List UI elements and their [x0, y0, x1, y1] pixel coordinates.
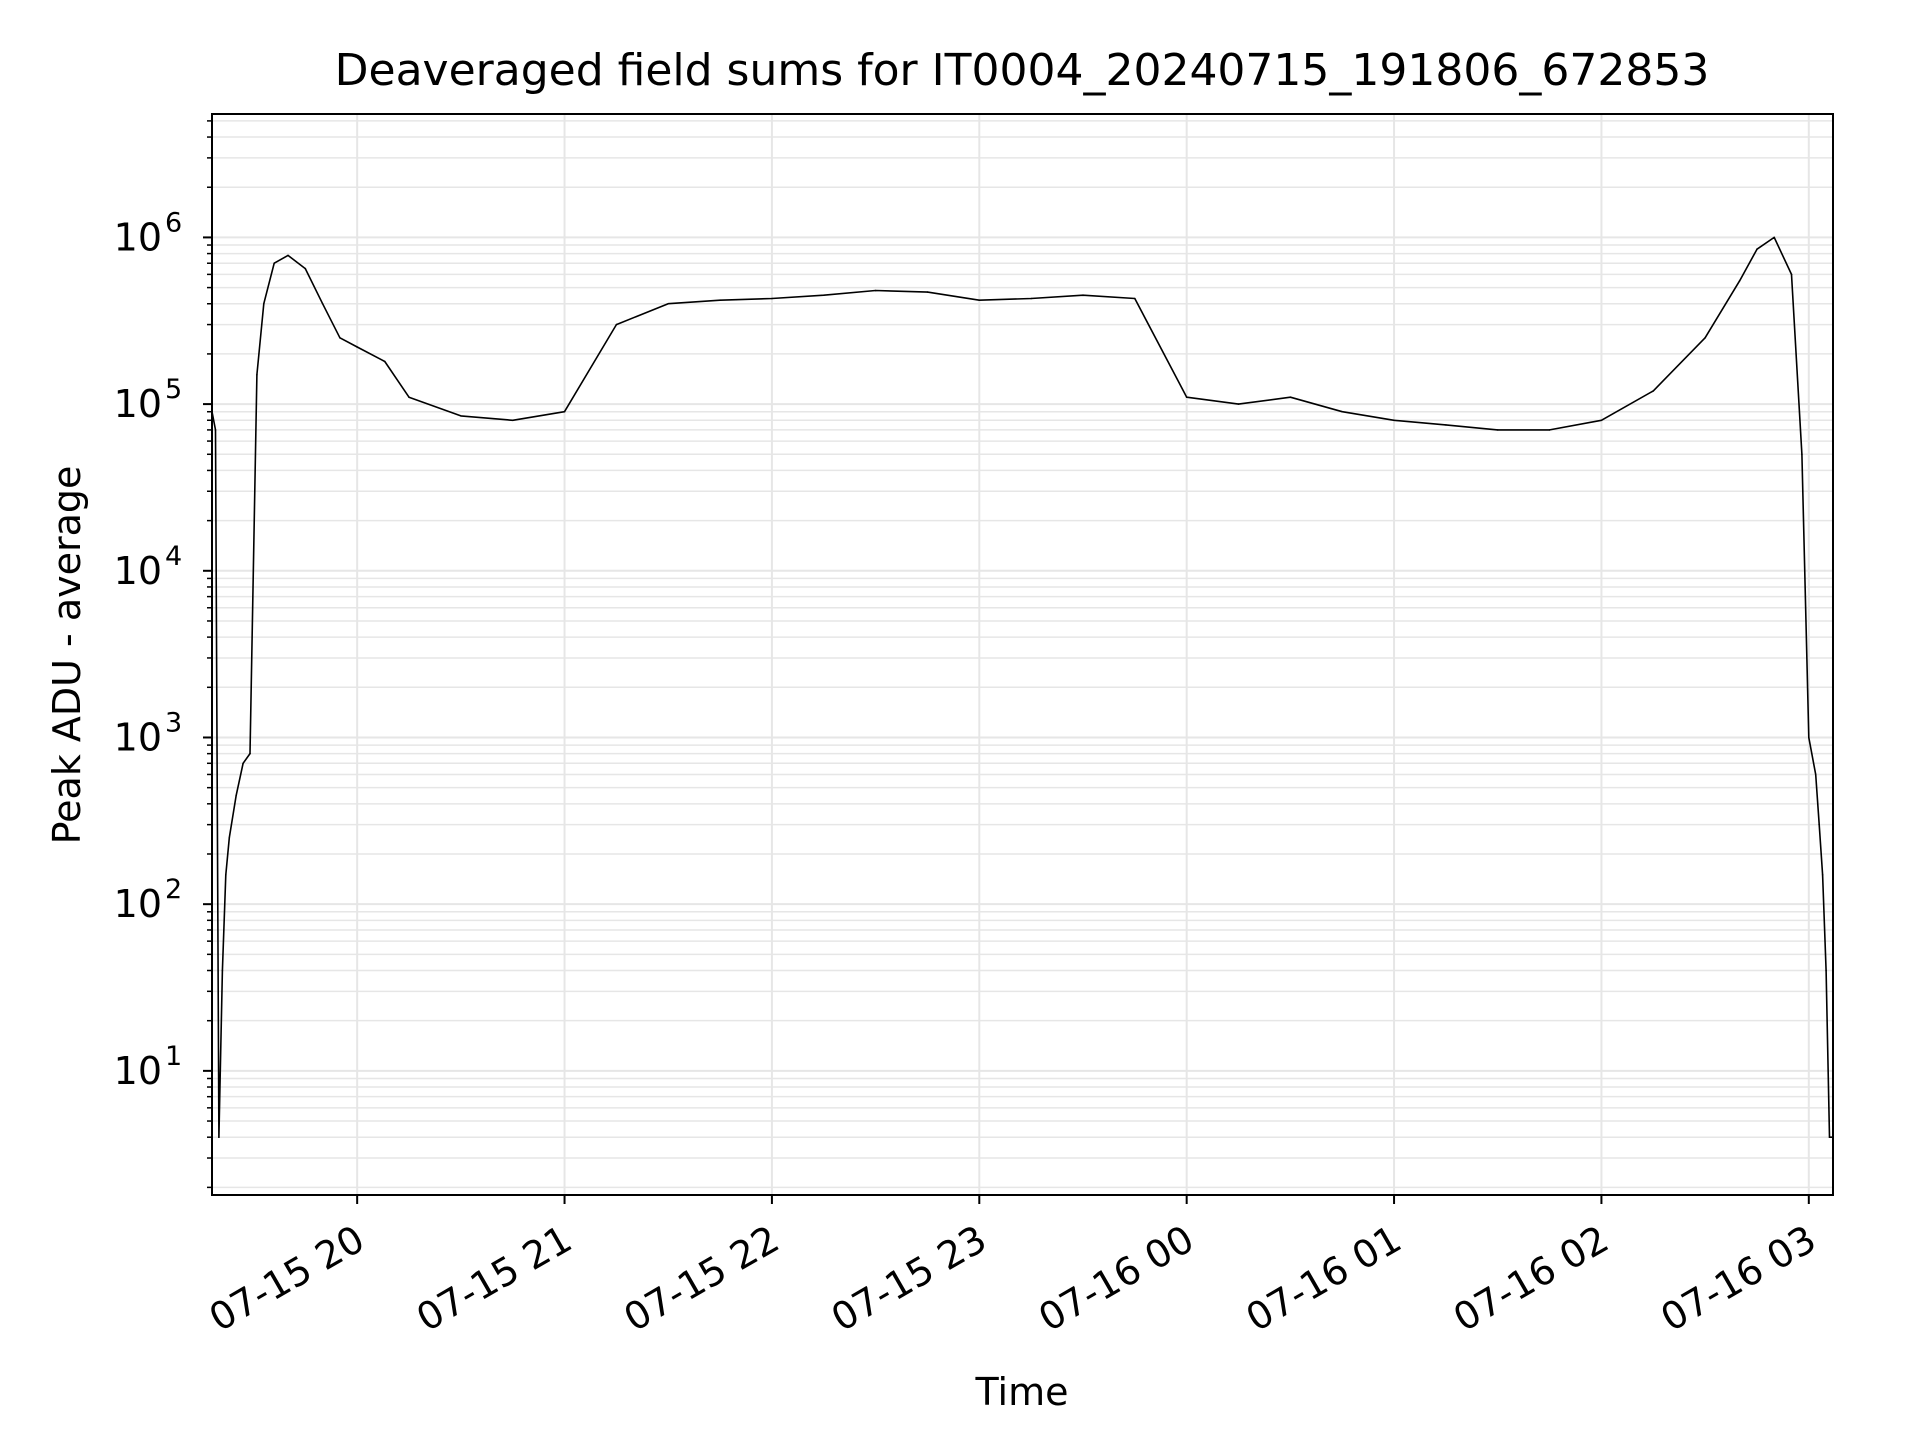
- data-point: [218, 1136, 220, 1138]
- data-point: [1814, 773, 1817, 776]
- data-point: [1185, 396, 1188, 399]
- y-tick-label: 10: [114, 1049, 162, 1093]
- data-point: [304, 267, 307, 270]
- data-point: [822, 294, 825, 297]
- data-series: [211, 236, 1834, 1138]
- data-point: [1652, 390, 1655, 392]
- data-point: [1790, 273, 1793, 276]
- data-point: [384, 360, 386, 363]
- series-line: [211, 236, 1833, 1138]
- data-point: [287, 254, 289, 257]
- data-point: [256, 373, 258, 376]
- data-point: [221, 969, 224, 972]
- data-point: [667, 302, 670, 305]
- data-point: [1808, 736, 1810, 739]
- y-axis-label: Peak ADU - average: [45, 466, 89, 845]
- data-point: [1289, 396, 1292, 399]
- data-point: [874, 289, 877, 292]
- y-tick-label: 10: [114, 215, 162, 259]
- data-point: [771, 297, 773, 300]
- data-point: [225, 874, 227, 876]
- chart-title: Deaveraged field sums for IT0004_2024071…: [335, 45, 1710, 96]
- data-point: [339, 336, 341, 339]
- data-point: [242, 762, 244, 765]
- data-point: [321, 302, 324, 305]
- y-tick-label: 10: [114, 882, 162, 926]
- x-axis-label: Time: [975, 1370, 1069, 1414]
- y-tick-exponent: 4: [165, 541, 182, 572]
- data-point: [1445, 424, 1447, 426]
- data-point: [235, 794, 237, 797]
- data-point: [214, 429, 217, 431]
- data-point: [1393, 419, 1395, 422]
- data-point: [1828, 1136, 1831, 1138]
- data-point: [1134, 297, 1136, 300]
- data-point: [1801, 453, 1803, 456]
- data-point: [719, 299, 721, 302]
- data-point: [356, 346, 358, 348]
- data-point: [1496, 429, 1499, 431]
- data-point: [926, 291, 929, 293]
- data-point: [273, 262, 276, 265]
- data-point: [1738, 279, 1741, 282]
- y-tick-label: 10: [114, 549, 162, 593]
- data-point: [1600, 419, 1603, 422]
- data-point: [1082, 294, 1084, 297]
- y-tick-exponent: 1: [165, 1041, 182, 1072]
- grid-lines: [212, 114, 1833, 1195]
- y-tick-exponent: 6: [165, 207, 182, 238]
- data-point: [263, 302, 265, 305]
- data-point: [511, 419, 514, 422]
- y-tick-exponent: 3: [165, 707, 182, 738]
- data-point: [1548, 429, 1551, 431]
- data-point: [1821, 874, 1824, 876]
- data-point: [1030, 297, 1032, 300]
- data-point: [460, 415, 462, 417]
- data-point: [249, 752, 251, 755]
- data-point: [1773, 236, 1776, 239]
- y-tick-label: 10: [114, 715, 162, 759]
- plot-frame: [211, 113, 1834, 1196]
- data-point: [228, 837, 231, 839]
- data-point: [408, 396, 410, 399]
- data-point: [1704, 336, 1706, 339]
- y-tick-label: 10: [114, 382, 162, 426]
- data-point: [1237, 403, 1240, 405]
- data-point: [1818, 823, 1820, 826]
- y-tick-exponent: 2: [165, 874, 182, 905]
- data-point: [978, 299, 981, 302]
- data-point: [1756, 248, 1758, 250]
- data-point: [563, 410, 566, 413]
- y-tick-exponent: 5: [165, 374, 182, 405]
- data-point: [1825, 969, 1827, 972]
- data-point: [1341, 410, 1344, 413]
- data-point: [615, 323, 618, 326]
